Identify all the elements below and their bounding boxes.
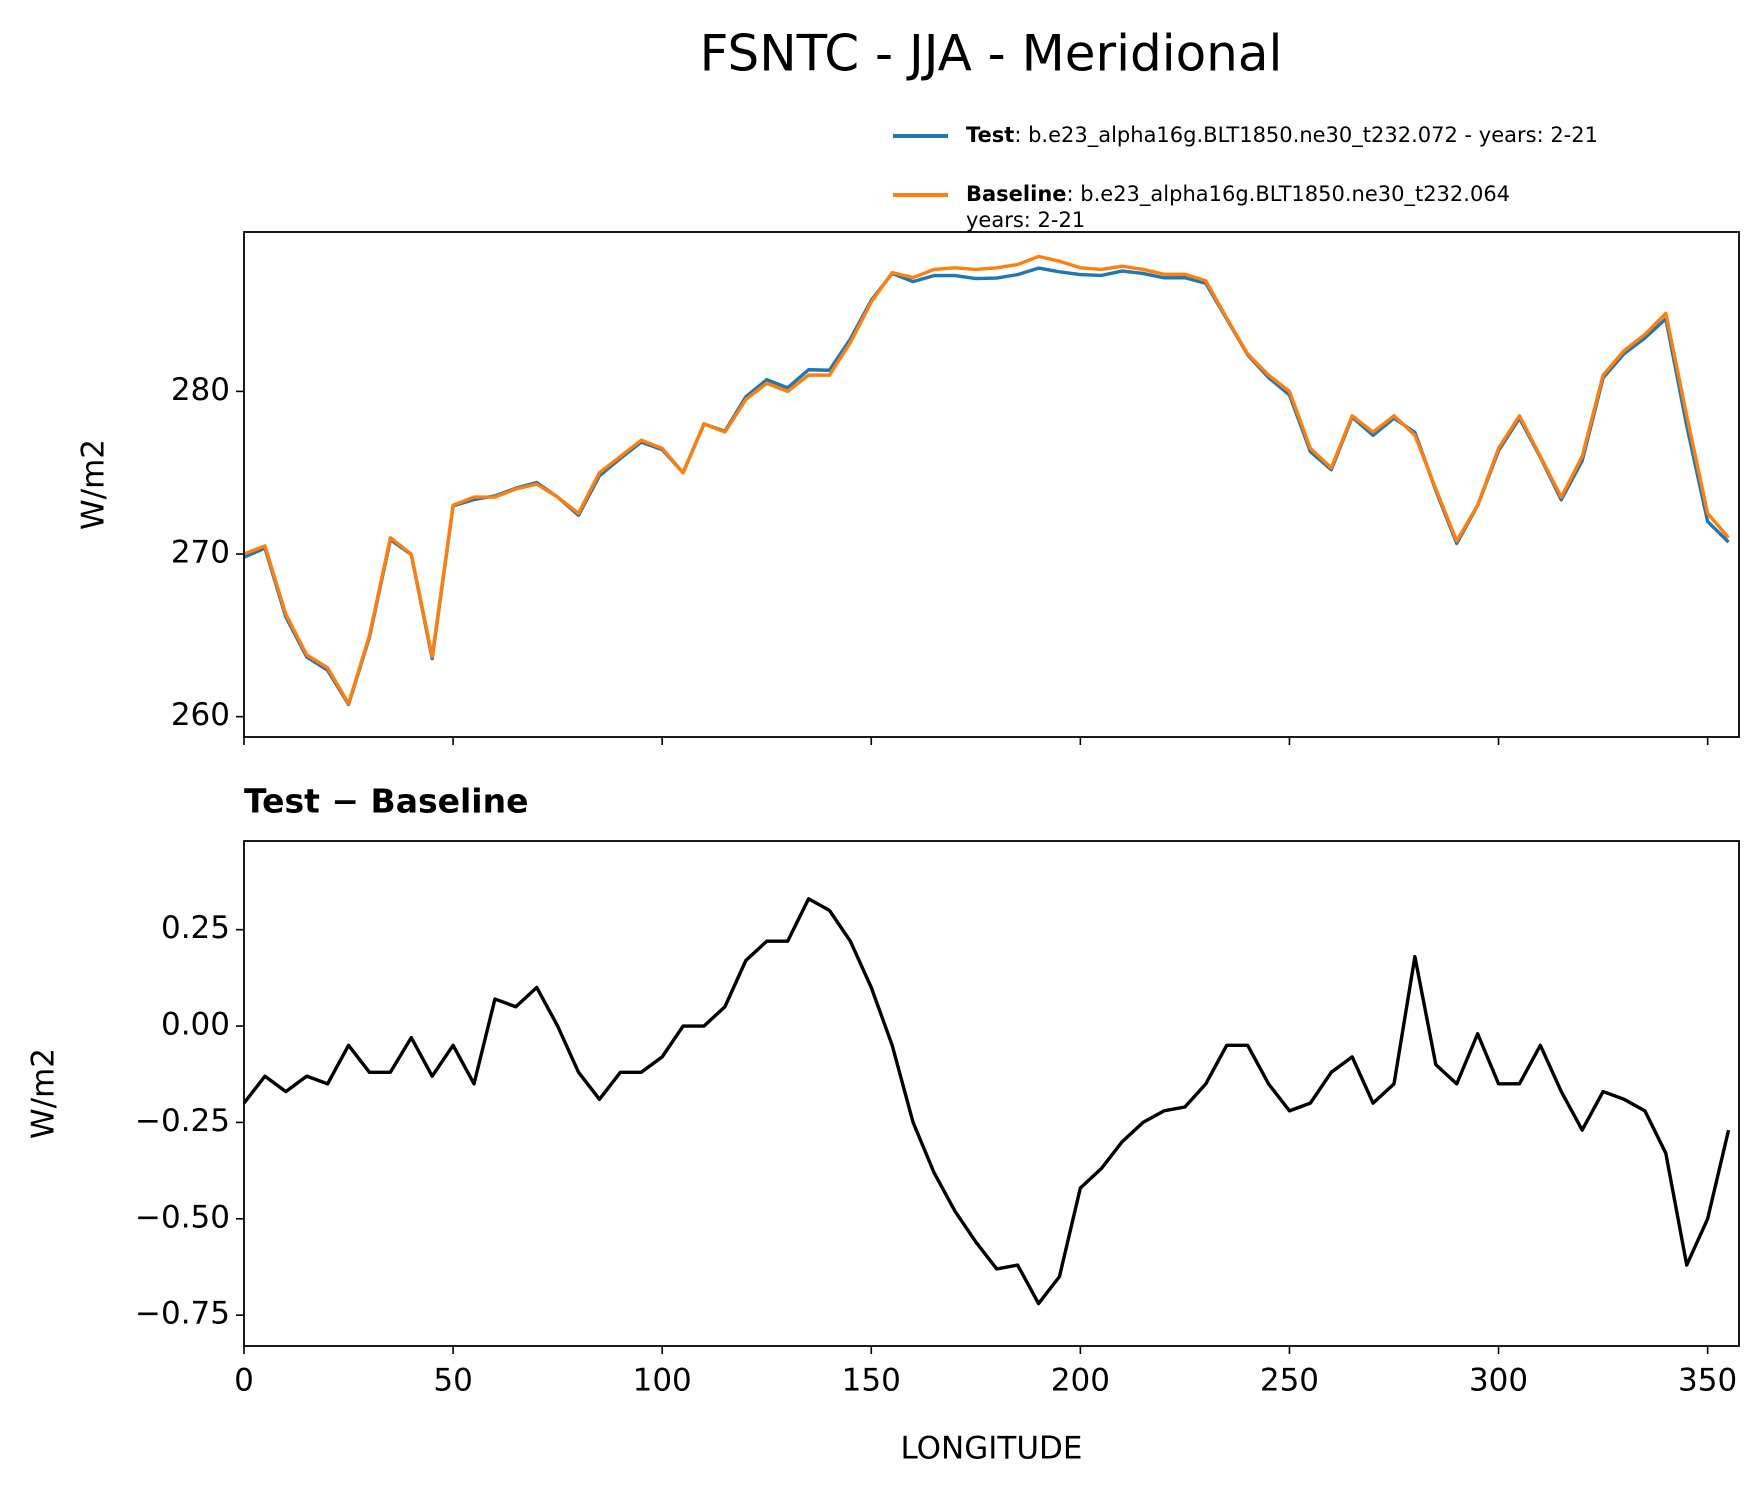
legend-name: Baseline	[966, 182, 1067, 206]
x-tick-label: 50	[433, 1363, 472, 1399]
y-tick-label: −0.50	[135, 1199, 230, 1235]
figure-title: FSNTC - JJA - Meridional	[700, 25, 1283, 83]
x-tick-label: 100	[633, 1363, 692, 1399]
x-tick-label: 200	[1051, 1363, 1110, 1399]
x-tick-label: 300	[1469, 1363, 1528, 1399]
x-tick-label: 250	[1260, 1363, 1319, 1399]
y-tick-label: 270	[171, 535, 230, 571]
x-axis-label: LONGITUDE	[900, 1431, 1082, 1467]
y-axis-label: W/m2	[76, 439, 112, 530]
y-tick-label: −0.25	[135, 1103, 230, 1139]
legend-entry: Baseline: b.e23_alpha16g.BLT1850.ne30_t2…	[966, 182, 1510, 207]
subplot-title: Test − Baseline	[244, 782, 529, 821]
axes-frame	[243, 231, 1740, 738]
y-tick-label: 0.25	[161, 910, 230, 946]
x-tick-label: 0	[234, 1363, 254, 1399]
legend-description: : b.e23_alpha16g.BLT1850.ne30_t232.064	[1067, 182, 1511, 207]
legend-entry: Test: b.e23_alpha16g.BLT1850.ne30_t232.0…	[966, 123, 1598, 148]
y-axis-label: W/m2	[26, 1048, 62, 1139]
legend-name: Test	[966, 123, 1014, 147]
legend-description: : b.e23_alpha16g.BLT1850.ne30_t232.072 -…	[1014, 123, 1598, 148]
legend-description: years: 2-21	[966, 208, 1085, 232]
y-tick-label: 280	[171, 372, 230, 408]
y-tick-label: −0.75	[135, 1296, 230, 1332]
x-tick-label: 150	[842, 1363, 901, 1399]
x-tick-label: 350	[1678, 1363, 1737, 1399]
data-line	[244, 254, 1730, 706]
y-tick-label: 260	[171, 697, 230, 733]
y-tick-label: 0.00	[161, 1007, 230, 1043]
data-line	[244, 897, 1731, 1306]
axes-frame	[243, 840, 1740, 1347]
